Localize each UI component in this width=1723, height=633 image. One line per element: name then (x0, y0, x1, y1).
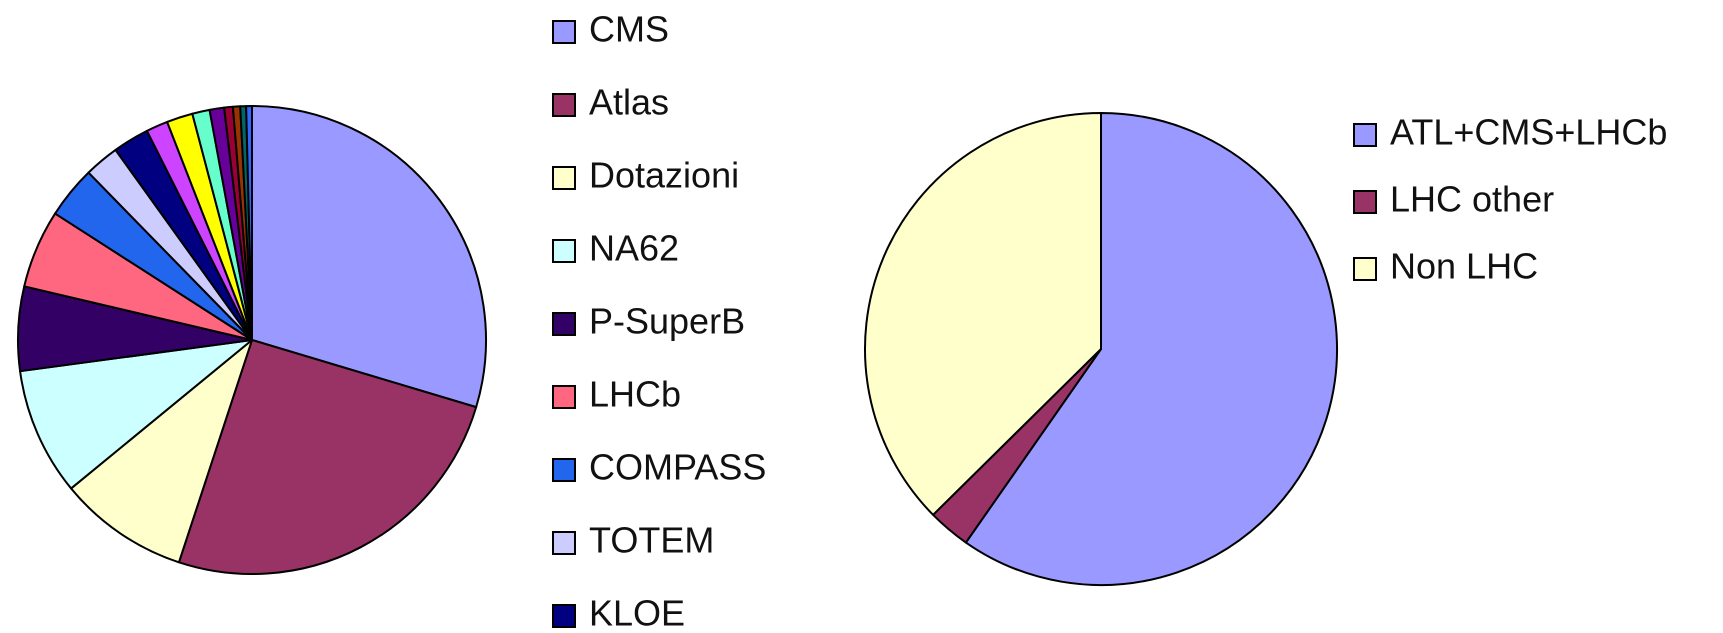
legend-label: Non LHC (1390, 246, 1538, 287)
legend-label: Dotazioni (589, 155, 739, 196)
legend-label: ATL+CMS+LHCb (1390, 112, 1667, 153)
legend-swatch (552, 531, 576, 555)
legend-swatch (552, 93, 576, 117)
legend-swatch (552, 166, 576, 190)
pie-slice (245, 105, 253, 341)
pie-slice (19, 339, 253, 490)
legend-swatch (552, 20, 576, 44)
legend-swatch (1353, 257, 1377, 281)
pie-slice (70, 339, 253, 564)
legend-label: COMPASS (589, 447, 766, 488)
legend-swatch (552, 604, 576, 628)
pie-slice (177, 339, 478, 575)
pie-slice (964, 112, 1338, 586)
legend-swatch (552, 385, 576, 409)
legend-swatch (552, 239, 576, 263)
legend-swatch (1353, 123, 1377, 147)
legend-label: NA62 (589, 228, 679, 269)
legend-label: CMS (589, 9, 669, 50)
pie-slice (864, 112, 1102, 516)
legend-swatch (552, 312, 576, 336)
legend-label: Atlas (589, 82, 669, 123)
legend-label: KLOE (589, 593, 685, 633)
legend-swatch (552, 458, 576, 482)
legend-label: P-SuperB (589, 301, 745, 342)
legend-label: TOTEM (589, 520, 714, 561)
legend-swatch (1353, 190, 1377, 214)
legend-label: LHC other (1390, 179, 1554, 220)
legend-label: LHCb (589, 374, 681, 415)
pie-slice (251, 105, 487, 409)
